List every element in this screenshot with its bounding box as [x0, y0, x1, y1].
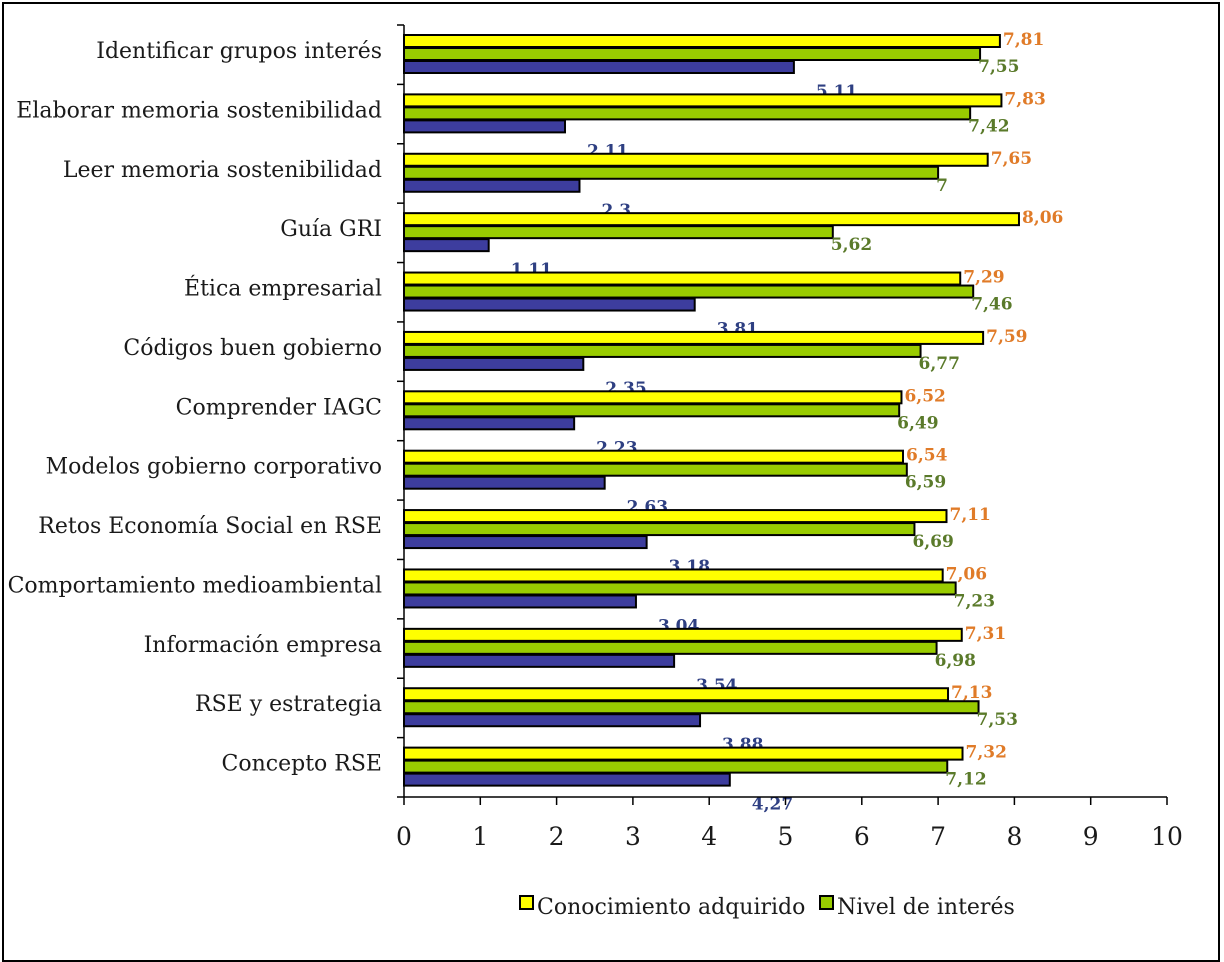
bar-series-1-row-5 — [403, 271, 962, 286]
bar-series-1-row-13 — [403, 746, 964, 761]
bar-series-2-row-8 — [403, 462, 908, 477]
category-label: Leer memoria sostenibilidad — [63, 158, 382, 183]
data-label-series-1-row-7: 6,52 — [904, 386, 945, 406]
bar-series-3-row-8 — [403, 475, 606, 490]
data-label-series-3-row-13: 4,27 — [752, 795, 793, 815]
bar-series-3-row-10 — [403, 594, 637, 609]
bar-series-2-row-9 — [403, 522, 916, 537]
bar-series-3-row-11 — [403, 653, 676, 668]
x-tick-label: 2 — [549, 822, 565, 851]
x-tick-label: 3 — [625, 822, 641, 851]
data-label-series-2-row-7: 6,49 — [897, 413, 938, 433]
bar-series-3-row-3 — [403, 178, 581, 193]
bar-series-3-row-6 — [403, 356, 585, 371]
bar-series-2-row-12 — [403, 700, 980, 715]
data-label-series-2-row-13: 7,12 — [945, 770, 986, 790]
x-tick-label: 10 — [1151, 822, 1183, 851]
data-label-series-1-row-1: 7,81 — [1003, 30, 1044, 50]
bar-series-1-row-11 — [403, 627, 963, 642]
category-label: Elaborar memoria sostenibilidad — [16, 98, 382, 123]
data-label-series-1-row-10: 7,06 — [946, 564, 987, 584]
bar-series-2-row-6 — [403, 343, 922, 358]
data-label-series-1-row-13: 7,32 — [966, 743, 1007, 763]
data-label-series-2-row-8: 6,59 — [905, 473, 946, 493]
x-tick-label: 0 — [396, 822, 412, 851]
legend-swatch-series-2 — [819, 895, 834, 910]
x-tick-label: 8 — [1006, 822, 1022, 851]
category-label: Comportamiento medioambiental — [8, 573, 382, 598]
bar-series-1-row-3 — [403, 152, 989, 167]
data-label-series-1-row-6: 7,59 — [986, 327, 1027, 347]
category-label: Ética empresarial — [184, 275, 382, 302]
legend-swatch-series-1 — [519, 895, 534, 910]
category-label: Modelos gobierno corporativo — [46, 455, 382, 480]
x-tick-label: 1 — [472, 822, 488, 851]
bar-series-2-row-2 — [403, 106, 972, 121]
data-label-series-2-row-2: 7,42 — [968, 116, 1009, 136]
data-label-series-2-row-9: 6,69 — [912, 532, 953, 552]
x-tick-label: 4 — [701, 822, 717, 851]
bar-series-3-row-5 — [403, 297, 696, 312]
data-label-series-2-row-10: 7,23 — [954, 591, 995, 611]
bar-series-1-row-12 — [403, 687, 950, 702]
bar-series-1-row-6 — [403, 330, 985, 345]
data-label-series-2-row-1: 7,55 — [978, 57, 1019, 77]
bar-series-1-row-9 — [403, 509, 948, 524]
data-label-series-1-row-11: 7,31 — [965, 624, 1006, 644]
legend-label-series-2: Nivel de interés — [837, 895, 1015, 919]
bar-series-1-row-8 — [403, 449, 905, 464]
data-label-series-2-row-5: 7,46 — [971, 295, 1012, 315]
data-label-series-1-row-2: 7,83 — [1004, 89, 1045, 109]
category-label: Guía GRI — [280, 217, 382, 242]
data-label-series-1-row-12: 7,13 — [951, 683, 992, 703]
bar-series-3-row-13 — [403, 772, 731, 787]
bar-series-2-row-5 — [403, 284, 975, 299]
category-label: Códigos buen gobierno — [123, 336, 382, 361]
data-label-series-2-row-12: 7,53 — [977, 710, 1018, 730]
bar-series-2-row-11 — [403, 640, 938, 655]
bar-series-1-row-1 — [403, 34, 1001, 48]
data-label-series-2-row-3: 7 — [936, 176, 948, 196]
bar-series-3-row-1 — [403, 60, 795, 74]
x-tick-label: 6 — [854, 822, 870, 851]
data-label-series-1-row-5: 7,29 — [963, 268, 1004, 288]
category-label: Información empresa — [144, 633, 382, 658]
bar-series-2-row-7 — [403, 403, 901, 418]
data-label-series-2-row-4: 5,62 — [831, 235, 872, 255]
data-label-series-2-row-6: 6,77 — [919, 354, 960, 374]
bar-series-1-row-4 — [403, 212, 1020, 227]
bar-series-3-row-7 — [403, 416, 576, 431]
bar-series-1-row-7 — [403, 390, 903, 405]
category-label: Concepto RSE — [222, 752, 382, 777]
bar-series-3-row-12 — [403, 713, 702, 728]
legend-label-series-1: Conocimiento adquirido — [537, 895, 805, 919]
bar-series-3-row-4 — [403, 238, 490, 253]
bar-series-1-row-2 — [403, 93, 1003, 108]
bar-series-2-row-3 — [403, 165, 940, 180]
data-label-series-1-row-8: 6,54 — [906, 446, 948, 466]
bar-series-2-row-10 — [403, 581, 957, 596]
data-label-series-1-row-4: 8,06 — [1022, 208, 1063, 228]
bar-series-2-row-13 — [403, 759, 949, 774]
bar-series-3-row-2 — [403, 119, 566, 134]
bar-series-2-row-4 — [403, 225, 834, 240]
category-label: Retos Economía Social en RSE — [38, 514, 382, 539]
bar-series-1-row-10 — [403, 568, 944, 583]
category-label: Identificar grupos interés — [96, 39, 382, 64]
bar-series-3-row-9 — [403, 535, 648, 550]
bar-series-2-row-1 — [403, 47, 982, 61]
data-label-series-2-row-11: 6,98 — [935, 651, 976, 671]
data-label-series-1-row-9: 7,11 — [949, 505, 990, 525]
category-label: Comprender IAGC — [176, 395, 382, 420]
category-label: RSE y estrategia — [195, 692, 382, 717]
x-tick-label: 5 — [778, 822, 794, 851]
x-tick-label: 7 — [930, 822, 946, 851]
data-label-series-1-row-3: 7,65 — [991, 149, 1032, 169]
x-tick-label: 9 — [1083, 822, 1099, 851]
